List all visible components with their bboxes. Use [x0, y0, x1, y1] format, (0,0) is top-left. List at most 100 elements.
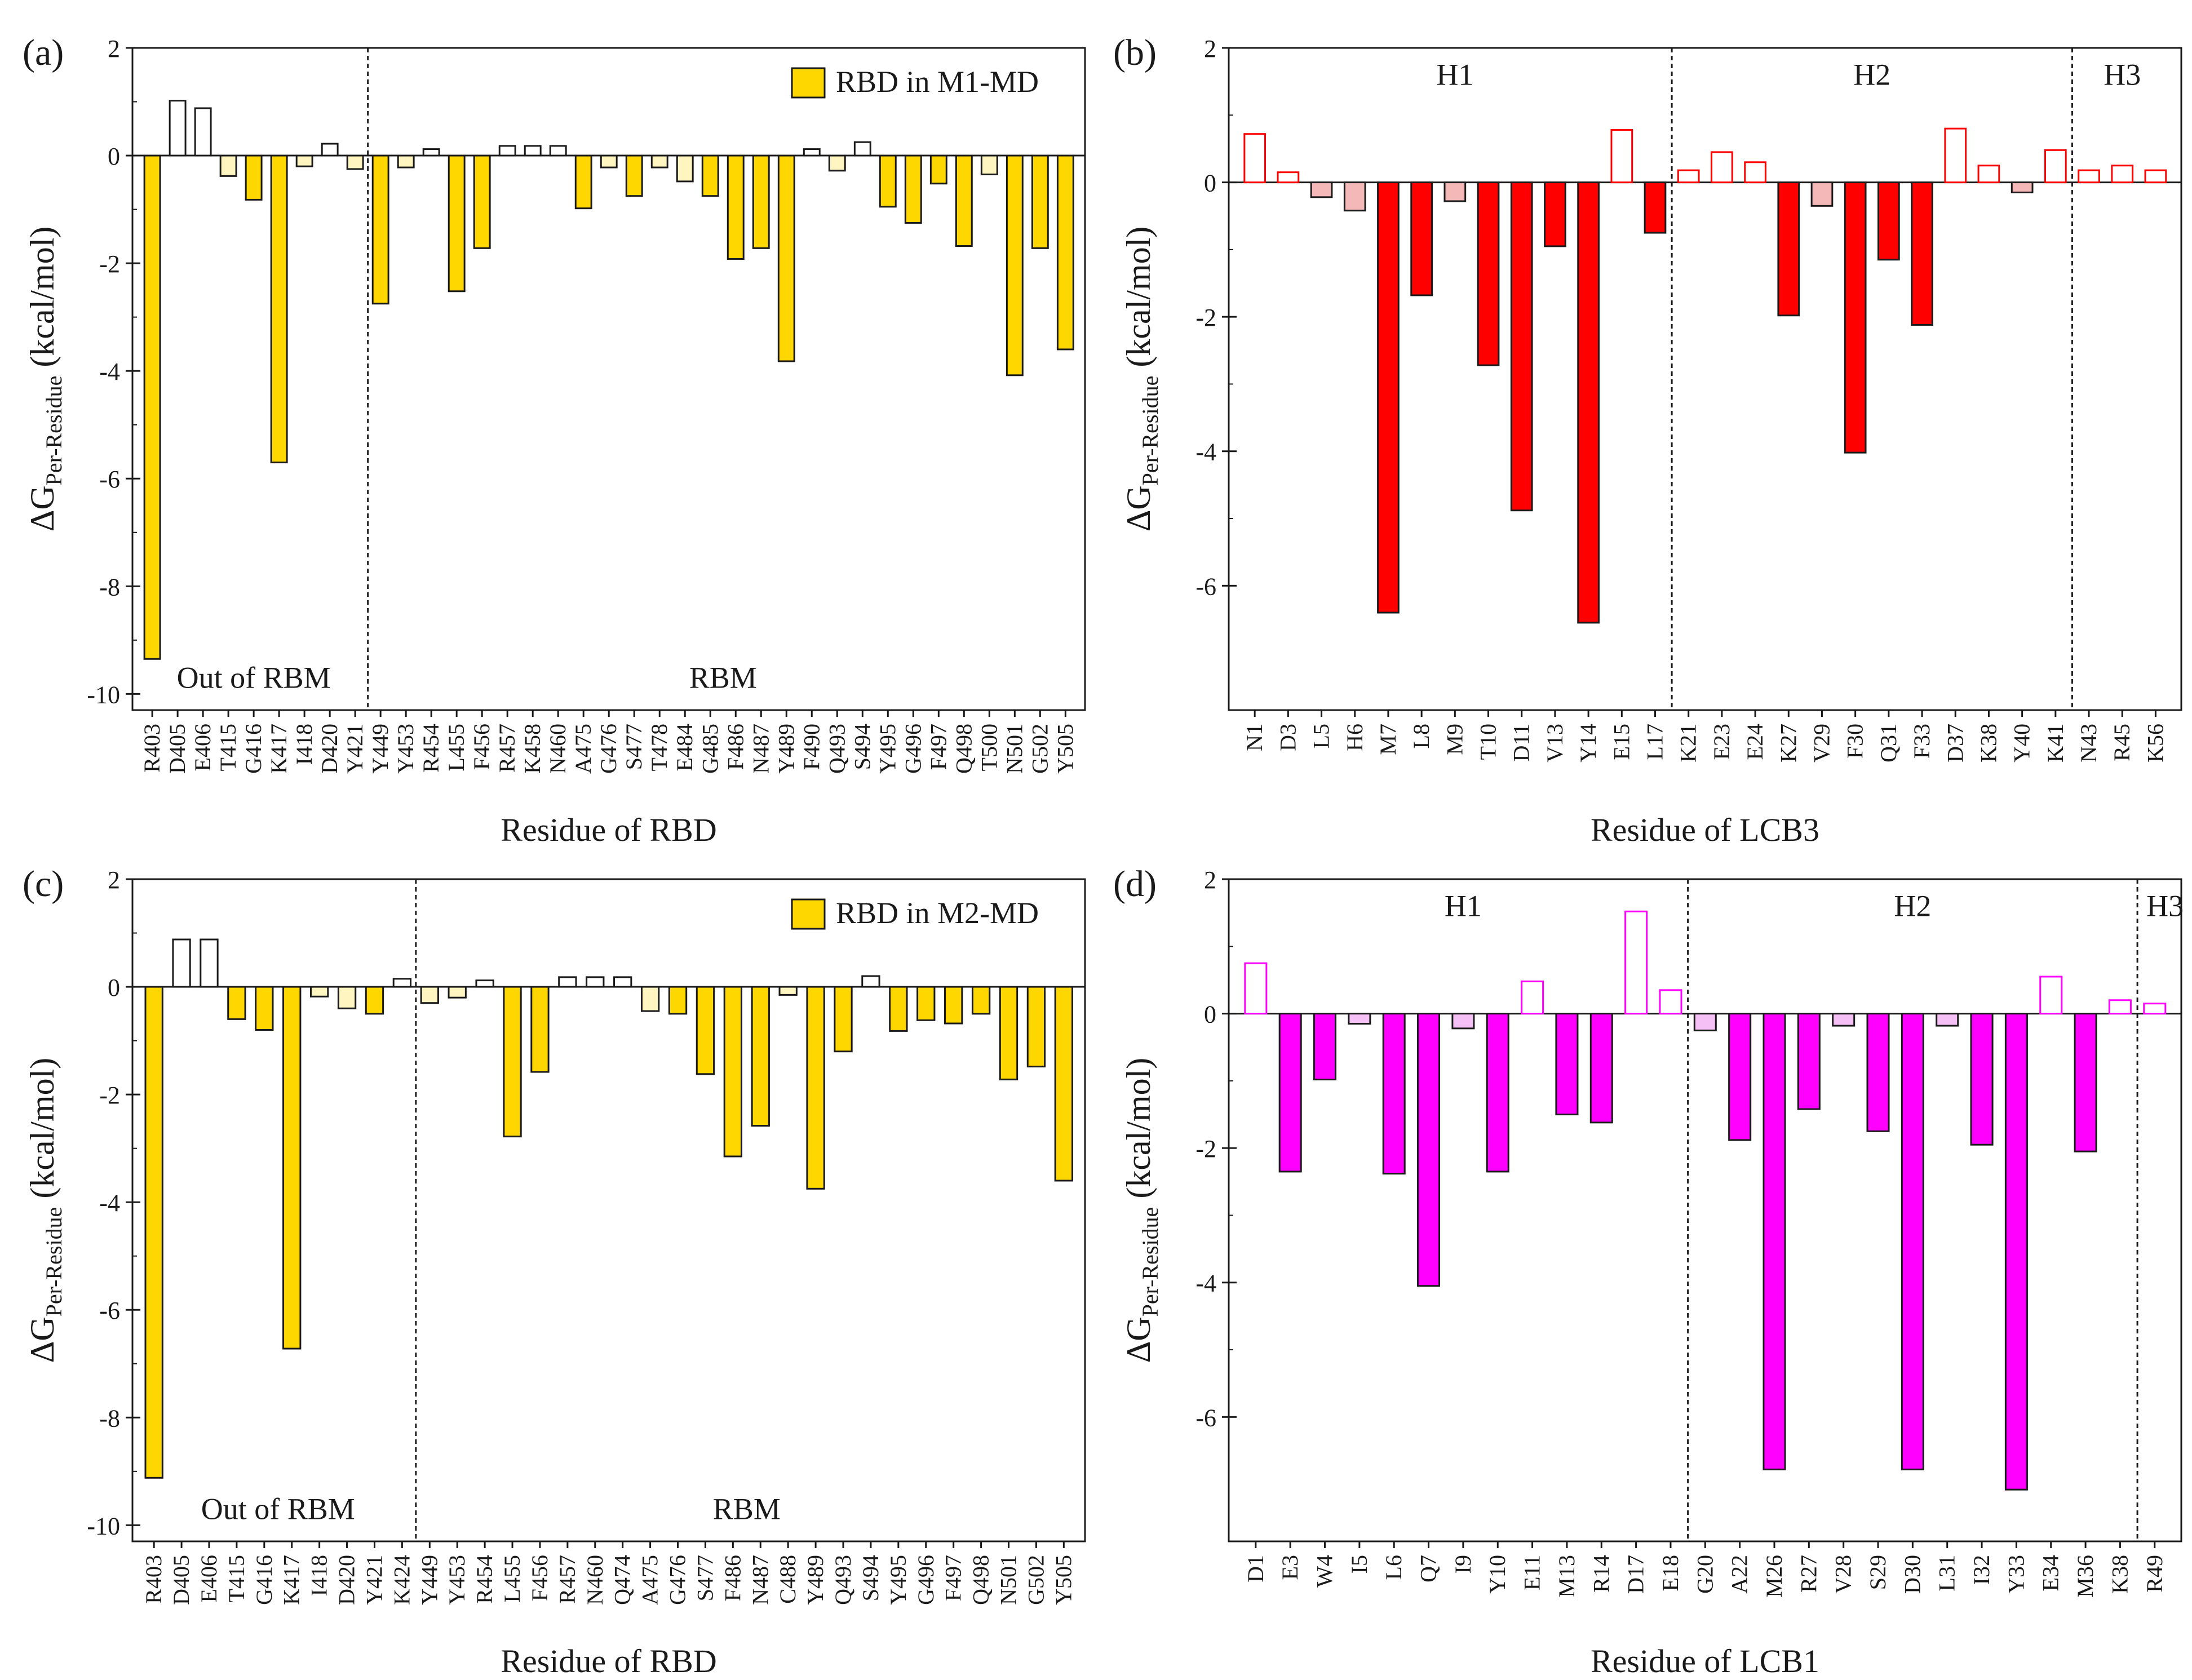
bar-Q493[interactable] — [834, 986, 853, 1053]
bar-S494[interactable] — [861, 975, 880, 988]
bar-K21[interactable] — [1677, 169, 1700, 184]
bar-G502[interactable] — [1026, 986, 1046, 1067]
bar-L6[interactable] — [1382, 1013, 1406, 1174]
bar-N1[interactable] — [1243, 133, 1267, 184]
bar-S29[interactable] — [1866, 1013, 1890, 1132]
bar-R457[interactable] — [498, 145, 516, 157]
bar-G476[interactable] — [600, 154, 618, 169]
bar-D11[interactable] — [1510, 181, 1533, 512]
bar-T415[interactable] — [219, 154, 237, 177]
bar-E18[interactable] — [1659, 989, 1682, 1015]
bar-N460[interactable] — [586, 976, 605, 988]
bar-R454[interactable] — [475, 979, 494, 988]
bar-G476[interactable] — [668, 986, 688, 1015]
bar-D3[interactable] — [1277, 171, 1300, 184]
bar-E406[interactable] — [200, 938, 219, 988]
bar-N460[interactable] — [549, 145, 567, 157]
bar-R403[interactable] — [144, 986, 163, 1479]
bar-Y495[interactable] — [889, 986, 908, 1032]
bar-Y453[interactable] — [448, 986, 467, 999]
bar-L31[interactable] — [1936, 1013, 1959, 1027]
bar-I5[interactable] — [1348, 1013, 1371, 1025]
bar-M13[interactable] — [1555, 1013, 1579, 1116]
bar-G496[interactable] — [904, 154, 922, 224]
bar-Y40[interactable] — [2011, 181, 2034, 193]
bar-Y489[interactable] — [777, 154, 795, 362]
bar-D37[interactable] — [1944, 127, 1967, 184]
bar-L455[interactable] — [448, 154, 466, 292]
bar-E406[interactable] — [194, 107, 212, 157]
bar-K458[interactable] — [524, 145, 542, 157]
bar-N487[interactable] — [752, 154, 770, 249]
bar-R27[interactable] — [1797, 1013, 1821, 1110]
bar-M9[interactable] — [1443, 181, 1467, 202]
bar-F497[interactable] — [944, 986, 963, 1025]
bar-K27[interactable] — [1777, 181, 1800, 317]
bar-I418[interactable] — [309, 986, 329, 998]
bar-Y33[interactable] — [2004, 1013, 2028, 1491]
bar-I418[interactable] — [295, 154, 313, 167]
bar-R49[interactable] — [2143, 1003, 2167, 1015]
bar-E24[interactable] — [1744, 161, 1766, 184]
bar-Y10[interactable] — [1486, 1013, 1509, 1173]
bar-Y505[interactable] — [1056, 154, 1074, 351]
bar-T10[interactable] — [1477, 181, 1500, 366]
bar-K41[interactable] — [2044, 149, 2067, 184]
bar-D1[interactable] — [1244, 962, 1268, 1015]
bar-K56[interactable] — [2144, 169, 2167, 184]
bar-E11[interactable] — [1521, 980, 1544, 1015]
bar-Y505[interactable] — [1054, 986, 1073, 1182]
bar-E484[interactable] — [676, 154, 694, 183]
bar-N487[interactable] — [751, 986, 770, 1127]
bar-Q7[interactable] — [1417, 1013, 1441, 1287]
bar-D420[interactable] — [321, 143, 339, 157]
bar-W4[interactable] — [1313, 1013, 1337, 1080]
bar-Y453[interactable] — [397, 154, 415, 169]
bar-V29[interactable] — [1810, 181, 1834, 207]
bar-M36[interactable] — [2074, 1013, 2097, 1152]
bar-A22[interactable] — [1728, 1013, 1752, 1141]
bar-R14[interactable] — [1589, 1013, 1613, 1124]
bar-G416[interactable] — [245, 154, 263, 201]
bar-M26[interactable] — [1763, 1013, 1786, 1470]
bar-H6[interactable] — [1343, 181, 1366, 212]
bar-N43[interactable] — [2078, 169, 2100, 184]
bar-G485[interactable] — [701, 154, 719, 197]
bar-D30[interactable] — [1901, 1013, 1924, 1470]
bar-Y449[interactable] — [420, 986, 439, 1004]
bar-Y14[interactable] — [1577, 181, 1600, 624]
bar-D405[interactable] — [172, 938, 191, 988]
bar-R45[interactable] — [2111, 165, 2134, 184]
bar-E3[interactable] — [1278, 1013, 1302, 1173]
bar-G416[interactable] — [255, 986, 274, 1031]
bar-K38[interactable] — [1977, 165, 2000, 184]
bar-Y421[interactable] — [365, 986, 384, 1015]
bar-L5[interactable] — [1310, 181, 1333, 198]
bar-V28[interactable] — [1832, 1013, 1856, 1027]
bar-Y421[interactable] — [346, 154, 364, 170]
bar-R457[interactable] — [558, 976, 577, 988]
bar-L455[interactable] — [503, 986, 522, 1138]
bar-D420[interactable] — [337, 986, 357, 1009]
bar-K417[interactable] — [282, 986, 302, 1350]
bar-T500[interactable] — [980, 154, 998, 175]
bar-F30[interactable] — [1844, 181, 1867, 454]
bar-F456[interactable] — [530, 986, 550, 1073]
bar-Q31[interactable] — [1877, 181, 1900, 261]
bar-D17[interactable] — [1624, 910, 1648, 1015]
bar-G496[interactable] — [916, 986, 936, 1021]
bar-Y489[interactable] — [806, 986, 825, 1190]
bar-T415[interactable] — [227, 986, 246, 1020]
bar-F497[interactable] — [929, 154, 947, 185]
bar-G502[interactable] — [1031, 154, 1049, 249]
bar-F486[interactable] — [727, 154, 745, 260]
bar-K424[interactable] — [392, 978, 412, 988]
bar-Y449[interactable] — [371, 154, 389, 305]
bar-Q474[interactable] — [613, 976, 632, 988]
bar-K417[interactable] — [270, 154, 288, 464]
bar-A475[interactable] — [640, 986, 660, 1012]
bar-K38[interactable] — [2108, 999, 2132, 1015]
bar-F456[interactable] — [473, 154, 491, 249]
bar-N501[interactable] — [999, 986, 1018, 1080]
bar-R403[interactable] — [143, 154, 161, 660]
